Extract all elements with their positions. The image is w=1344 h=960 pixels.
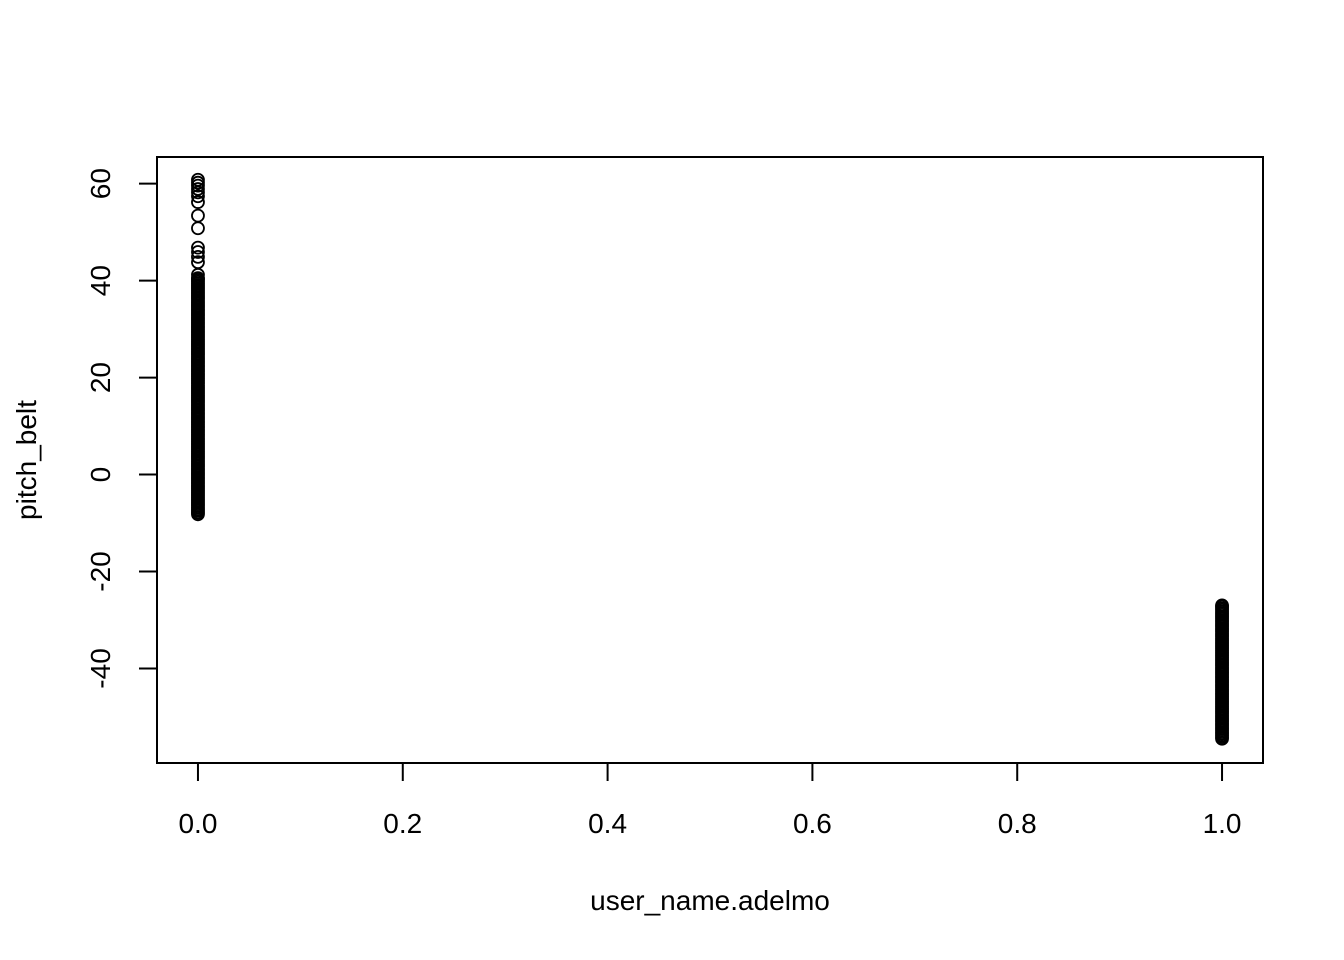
data-point	[191, 255, 205, 270]
y-tick-label: 20	[85, 362, 116, 393]
data-point	[191, 195, 205, 209]
data-point	[191, 240, 205, 255]
x-tick-label: 0.0	[178, 808, 217, 839]
points-layer	[191, 172, 1229, 746]
y-axis-title: pitch_belt	[11, 400, 42, 520]
data-point	[191, 172, 205, 187]
data-point	[191, 245, 205, 259]
x-tick-label: 0.6	[793, 808, 832, 839]
x-tick-label: 0.8	[998, 808, 1037, 839]
data-point	[191, 208, 205, 223]
x-tick-label: 0.2	[383, 808, 422, 839]
y-axis: -40 -20 0 20 40 60	[85, 168, 158, 689]
x-tick-label: 0.4	[588, 808, 627, 839]
y-tick-label: -40	[85, 648, 116, 688]
x-tick-label: 1.0	[1203, 808, 1242, 839]
y-tick-label: 60	[85, 168, 116, 199]
y-tick-label: -20	[85, 551, 116, 591]
y-tick-label: 0	[85, 467, 116, 483]
data-point	[191, 249, 205, 264]
x-axis: 0.0 0.2 0.4 0.6 0.8 1.0	[178, 762, 1242, 839]
y-tick-label: 40	[85, 265, 116, 296]
data-point	[1215, 598, 1229, 613]
x-axis-title: user_name.adelmo	[590, 885, 830, 916]
data-point	[191, 189, 205, 204]
